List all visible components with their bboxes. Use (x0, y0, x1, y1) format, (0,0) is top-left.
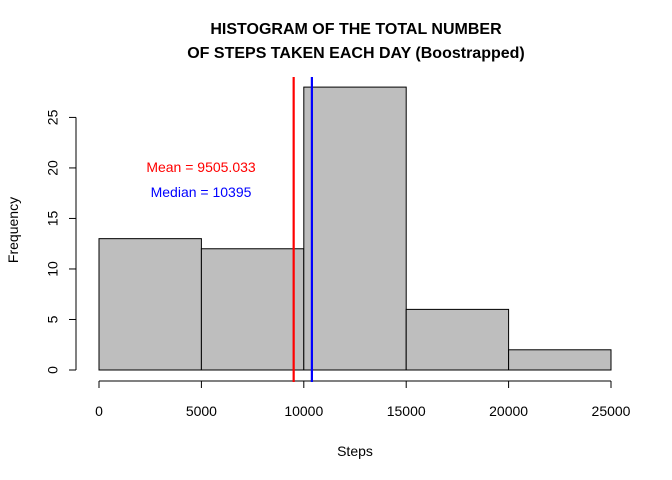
x-axis-label: Steps (337, 443, 373, 459)
histogram-bar-0 (98, 238, 202, 371)
y-tick-label-5: 25 (45, 109, 61, 125)
y-tick-label-3: 15 (45, 210, 61, 226)
x-tick-label-5: 25000 (592, 403, 631, 419)
y-tick-label-2: 10 (45, 261, 61, 277)
y-tick-label-0: 0 (45, 366, 61, 374)
histogram-bar-1 (200, 248, 305, 371)
x-tick-label-2: 10000 (284, 403, 323, 419)
y-axis-label: Frequency (5, 197, 21, 263)
y-tick-label-1: 5 (45, 315, 61, 323)
chart-title-line-2: OF STEPS TAKEN EACH DAY (Boostrapped) (187, 45, 525, 62)
histogram-bar-2 (303, 86, 407, 371)
histogram-bar-3 (405, 308, 510, 371)
x-tick-label-4: 20000 (489, 403, 528, 419)
x-tick-label-3: 15000 (387, 403, 426, 419)
mean-annotation: Mean = 9505.033 (146, 159, 256, 175)
y-tick-label-4: 20 (45, 160, 61, 176)
x-tick-label-1: 5000 (186, 403, 217, 419)
median-annotation: Median = 10395 (151, 184, 252, 200)
x-tick-label-0: 0 (95, 403, 103, 419)
histogram-bar-4 (508, 349, 612, 371)
chart-title-line-1: HISTOGRAM OF THE TOTAL NUMBER (210, 21, 502, 38)
